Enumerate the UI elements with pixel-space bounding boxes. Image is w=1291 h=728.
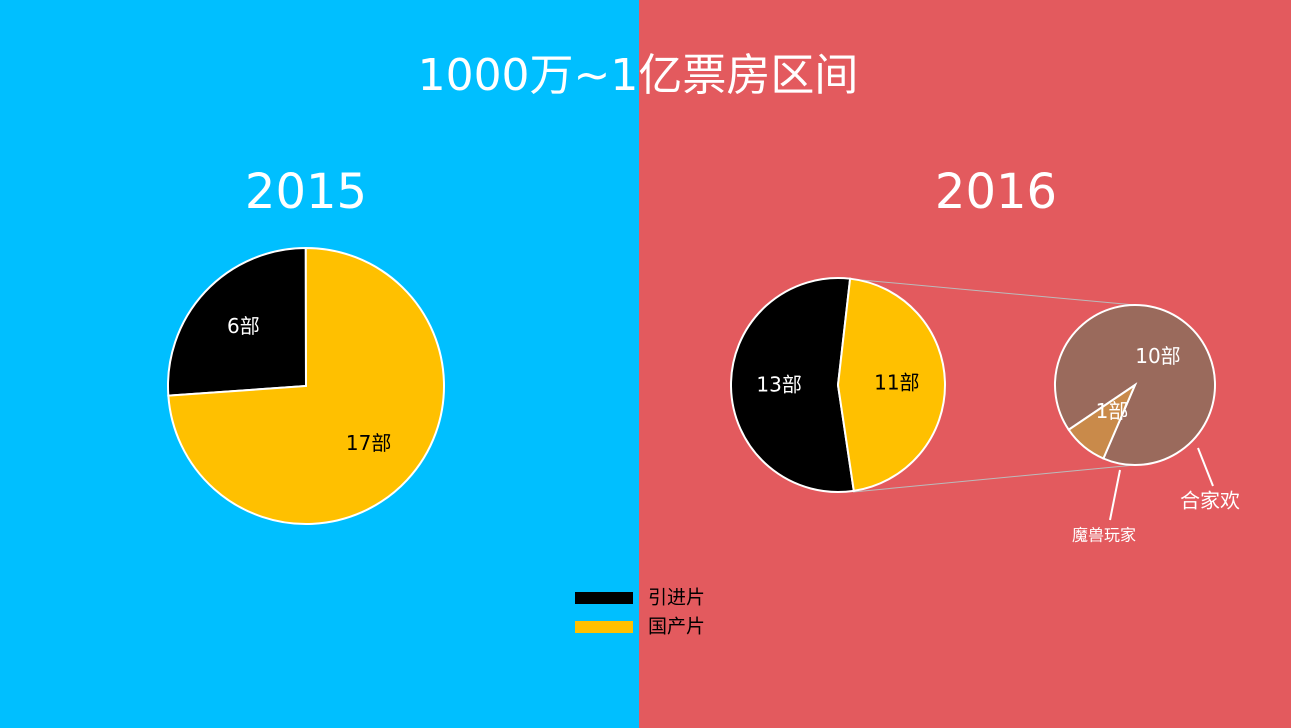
value-label: 10部 (1135, 344, 1180, 368)
category-label: 合家欢 (1180, 489, 1240, 513)
connector-line (852, 464, 1136, 493)
value-label: 1部 (1096, 399, 1129, 423)
pie-slice (1067, 382, 1138, 460)
pie-title: 2016 (935, 164, 1057, 220)
value-label: 13部 (756, 373, 801, 397)
legend-label: 引进片 (648, 587, 705, 609)
pie-title: 2015 (245, 164, 367, 220)
pie-slice (836, 277, 946, 492)
category-label: 魔兽玩家 (1072, 526, 1136, 545)
legend-swatch (575, 621, 633, 633)
pie-slice (167, 246, 308, 397)
legend-label: 国产片 (648, 616, 705, 638)
value-label: 6部 (227, 314, 260, 338)
page-title: 1000万~1亿票房区间 (418, 50, 859, 101)
value-label: 11部 (874, 370, 919, 394)
legend-swatch (575, 592, 633, 604)
connector-line (849, 278, 1136, 306)
pie-slice (730, 277, 855, 493)
pie-slice (167, 246, 445, 525)
callout-line (1197, 447, 1214, 487)
value-label: 17部 (346, 431, 391, 455)
callout-line (1109, 469, 1121, 521)
